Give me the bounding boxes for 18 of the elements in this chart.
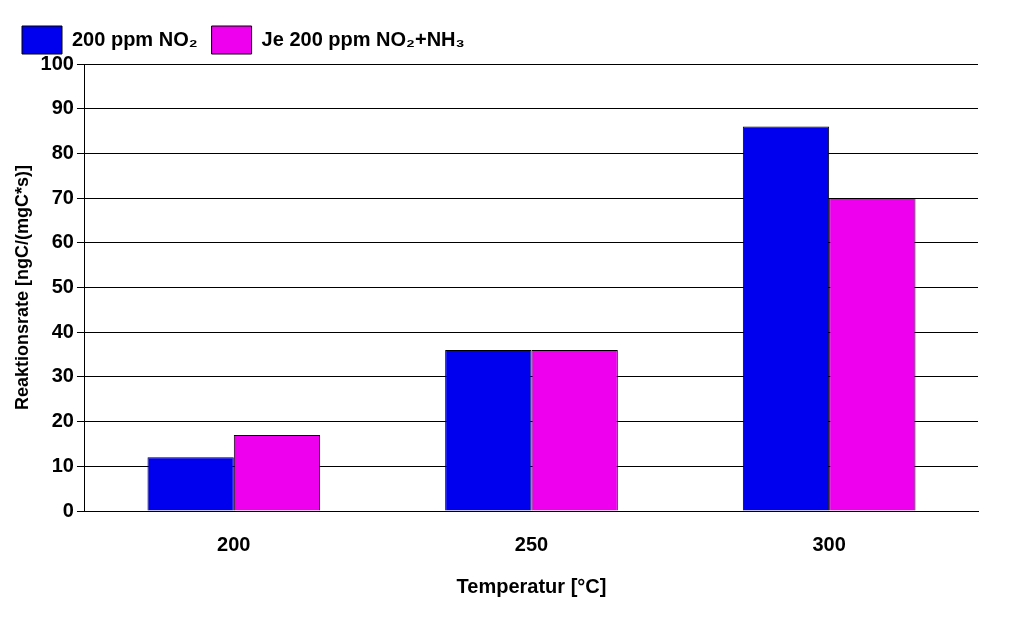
y-tick-label: 90 xyxy=(51,96,74,119)
y-axis-title: Reaktionsrate [ngC/(mgC*s)] xyxy=(11,164,32,411)
y-tick-label: 70 xyxy=(51,185,74,208)
y-tick-label: 50 xyxy=(51,275,74,298)
y-tick-label: 100 xyxy=(40,51,74,74)
x-axis-title: Temperatur [°C] xyxy=(456,574,607,597)
y-tick-label: 80 xyxy=(51,140,74,163)
x-tick-label: 200 xyxy=(217,532,251,555)
y-tick-label: 30 xyxy=(51,364,74,387)
y-tick-label: 40 xyxy=(51,319,74,342)
x-tick-label: 300 xyxy=(812,532,846,555)
x-tick-label: 250 xyxy=(514,532,549,555)
y-tick-label: 10 xyxy=(51,453,74,476)
legend-label: 200 ppm NO₂ xyxy=(72,27,198,50)
y-tick-label: 20 xyxy=(51,409,74,432)
y-tick-label: 60 xyxy=(51,230,74,253)
legend-label: Je 200 ppm NO₂+NH₃ xyxy=(261,27,465,50)
y-tick-label: 0 xyxy=(62,498,74,521)
